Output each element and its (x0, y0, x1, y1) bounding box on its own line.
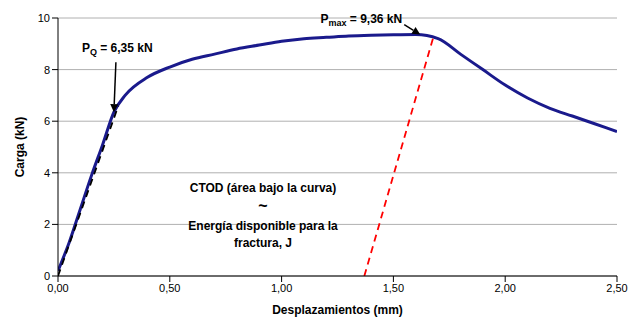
svg-text:2,00: 2,00 (494, 282, 515, 294)
svg-text:1,00: 1,00 (271, 282, 292, 294)
svg-text:PQ = 6,35 kN: PQ = 6,35 kN (82, 41, 153, 57)
svg-text:8: 8 (44, 64, 50, 76)
html-text:fractura, J: fractura, J (234, 236, 292, 250)
svg-text:2,50: 2,50 (606, 282, 627, 294)
svg-text:2: 2 (44, 218, 50, 230)
svg-text:Pmax = 9,36 kN: Pmax = 9,36 kN (320, 12, 402, 28)
svg-text:0: 0 (44, 270, 50, 282)
svg-text:Carga (kN): Carga (kN) (13, 117, 27, 178)
html-text:CTOD (área bajo la curva): CTOD (área bajo la curva) (189, 181, 337, 195)
svg-text:10: 10 (38, 12, 50, 24)
svg-text:0,00: 0,00 (47, 282, 68, 294)
svg-text:1,50: 1,50 (383, 282, 404, 294)
svg-text:Desplazamientos (mm): Desplazamientos (mm) (272, 303, 403, 317)
html-text:Energía disponible para la: Energía disponible para la (188, 219, 338, 233)
svg-text:6: 6 (44, 115, 50, 127)
svg-text:4: 4 (44, 167, 50, 179)
svg-text:0,50: 0,50 (159, 282, 180, 294)
